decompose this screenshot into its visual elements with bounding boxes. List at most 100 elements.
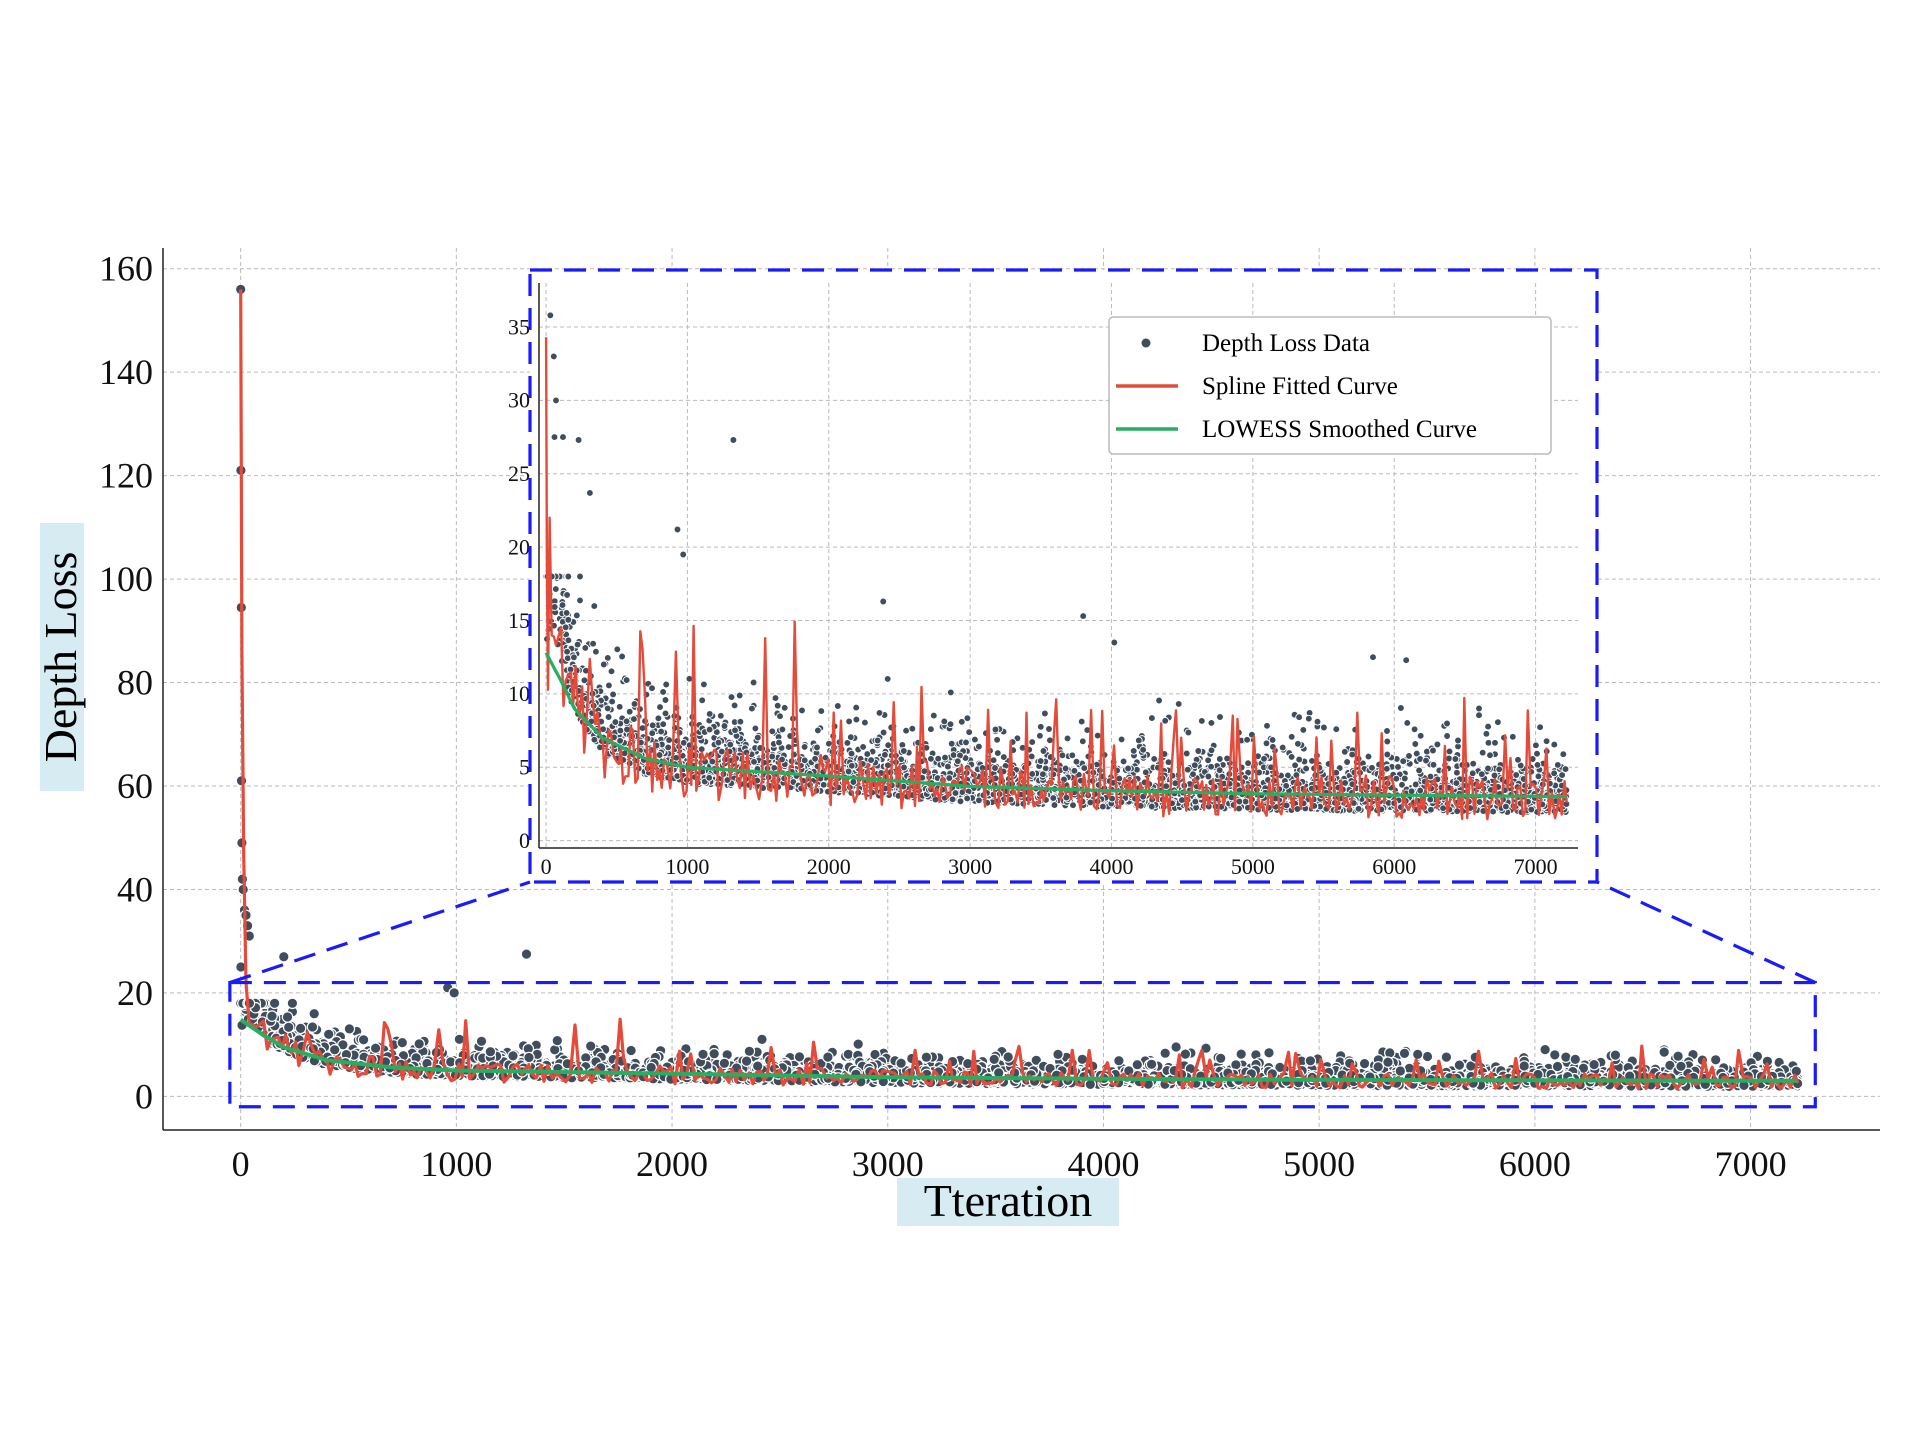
data-point [1551, 1060, 1564, 1073]
data-point [1113, 1054, 1125, 1067]
data-point [322, 1028, 335, 1041]
data-point [328, 1044, 341, 1056]
y-tick-label: 100 [99, 559, 153, 599]
data-point [1397, 704, 1405, 712]
main-axes [162, 248, 1880, 1131]
data-point [1675, 1060, 1687, 1073]
data-point [1536, 723, 1544, 732]
y-tick-label: 120 [99, 455, 153, 495]
x-tick-label: 6000 [1499, 1144, 1571, 1184]
data-point [727, 693, 736, 701]
data-point [1343, 758, 1351, 766]
data-point [661, 696, 670, 704]
data-point [266, 1010, 278, 1022]
data-point [1588, 1058, 1600, 1071]
data-point [507, 1050, 519, 1062]
data-point [743, 1045, 756, 1058]
data-point [608, 697, 616, 706]
data-point [1299, 726, 1308, 734]
data-point [584, 1040, 597, 1052]
x-tick-label: 0 [232, 1144, 250, 1184]
data-point [993, 735, 1001, 744]
data-point [618, 652, 626, 661]
data-point [282, 1021, 295, 1034]
data-point [662, 680, 671, 689]
y-tick-label: 80 [117, 662, 153, 702]
data-point [1119, 757, 1128, 766]
data-point [740, 1055, 753, 1067]
data-point [448, 987, 460, 999]
data-point [268, 997, 281, 1010]
data-point [1398, 1047, 1411, 1060]
data-point [1549, 1049, 1561, 1061]
data-point [1002, 1051, 1014, 1063]
data-point [236, 873, 249, 885]
data-point [1383, 727, 1391, 735]
data-point [1384, 1047, 1396, 1059]
data-point [281, 1011, 294, 1023]
data-point [708, 1047, 720, 1060]
y-tick-label: 40 [117, 869, 153, 909]
data-point [1491, 738, 1499, 747]
y-tick-label: 0 [135, 1076, 153, 1116]
data-point [842, 1048, 855, 1061]
y-tick-label: 20 [117, 973, 153, 1013]
data-point [369, 1042, 382, 1054]
data-point [1197, 717, 1206, 725]
data-point [793, 1051, 806, 1063]
data-point [475, 1035, 488, 1048]
data-point [1215, 755, 1224, 763]
x-tick-label: 2000 [636, 1144, 708, 1184]
data-point [625, 1044, 637, 1057]
data-point [993, 749, 1002, 757]
data-point [1453, 1059, 1466, 1071]
data-point [1494, 718, 1502, 727]
data-point [1658, 1046, 1670, 1058]
data-point [1263, 1047, 1275, 1059]
data-point [920, 1051, 933, 1063]
x-tick-label: 1000 [420, 1144, 492, 1184]
data-point [1216, 713, 1224, 721]
data-point [780, 703, 789, 712]
data-point [1145, 1058, 1158, 1071]
x-tick-label: 5000 [1283, 1144, 1355, 1184]
data-point [1532, 741, 1540, 750]
data-point [1332, 725, 1341, 734]
data-point [1609, 1049, 1622, 1061]
x-tick-label: 7000 [1715, 1144, 1787, 1184]
data-point [236, 837, 248, 849]
data-point [1320, 723, 1328, 732]
data-point [697, 1048, 709, 1061]
data-point [833, 702, 842, 710]
data-point [700, 680, 708, 689]
data-point [551, 1034, 564, 1047]
zoom-connector-left [229, 880, 531, 985]
data-point [879, 728, 888, 737]
data-point [1533, 761, 1542, 769]
data-point [1214, 1052, 1227, 1065]
data-point [756, 1033, 768, 1046]
data-point [1304, 1055, 1317, 1067]
data-point [1235, 1048, 1247, 1060]
x-axis-label: Tteration [924, 1175, 1093, 1226]
data-point [1539, 1043, 1551, 1056]
y-axis-label: Depth Loss [35, 552, 86, 763]
data-point [895, 1057, 907, 1069]
data-point [1421, 1050, 1434, 1063]
data-point [1078, 737, 1087, 746]
data-point [343, 1023, 356, 1035]
zoom-connector-right [1596, 880, 1816, 985]
data-point [1161, 716, 1170, 725]
data-point [1709, 1054, 1722, 1066]
data-point [523, 1051, 535, 1064]
data-point [1411, 1048, 1424, 1061]
y-tick-label: 160 [99, 249, 153, 289]
data-point [988, 1053, 1000, 1066]
data-point [1263, 721, 1271, 730]
data-point [883, 675, 892, 683]
data-point [1672, 1050, 1684, 1062]
data-point [822, 1051, 834, 1063]
data-point [615, 702, 624, 711]
data-point [1440, 1051, 1453, 1063]
